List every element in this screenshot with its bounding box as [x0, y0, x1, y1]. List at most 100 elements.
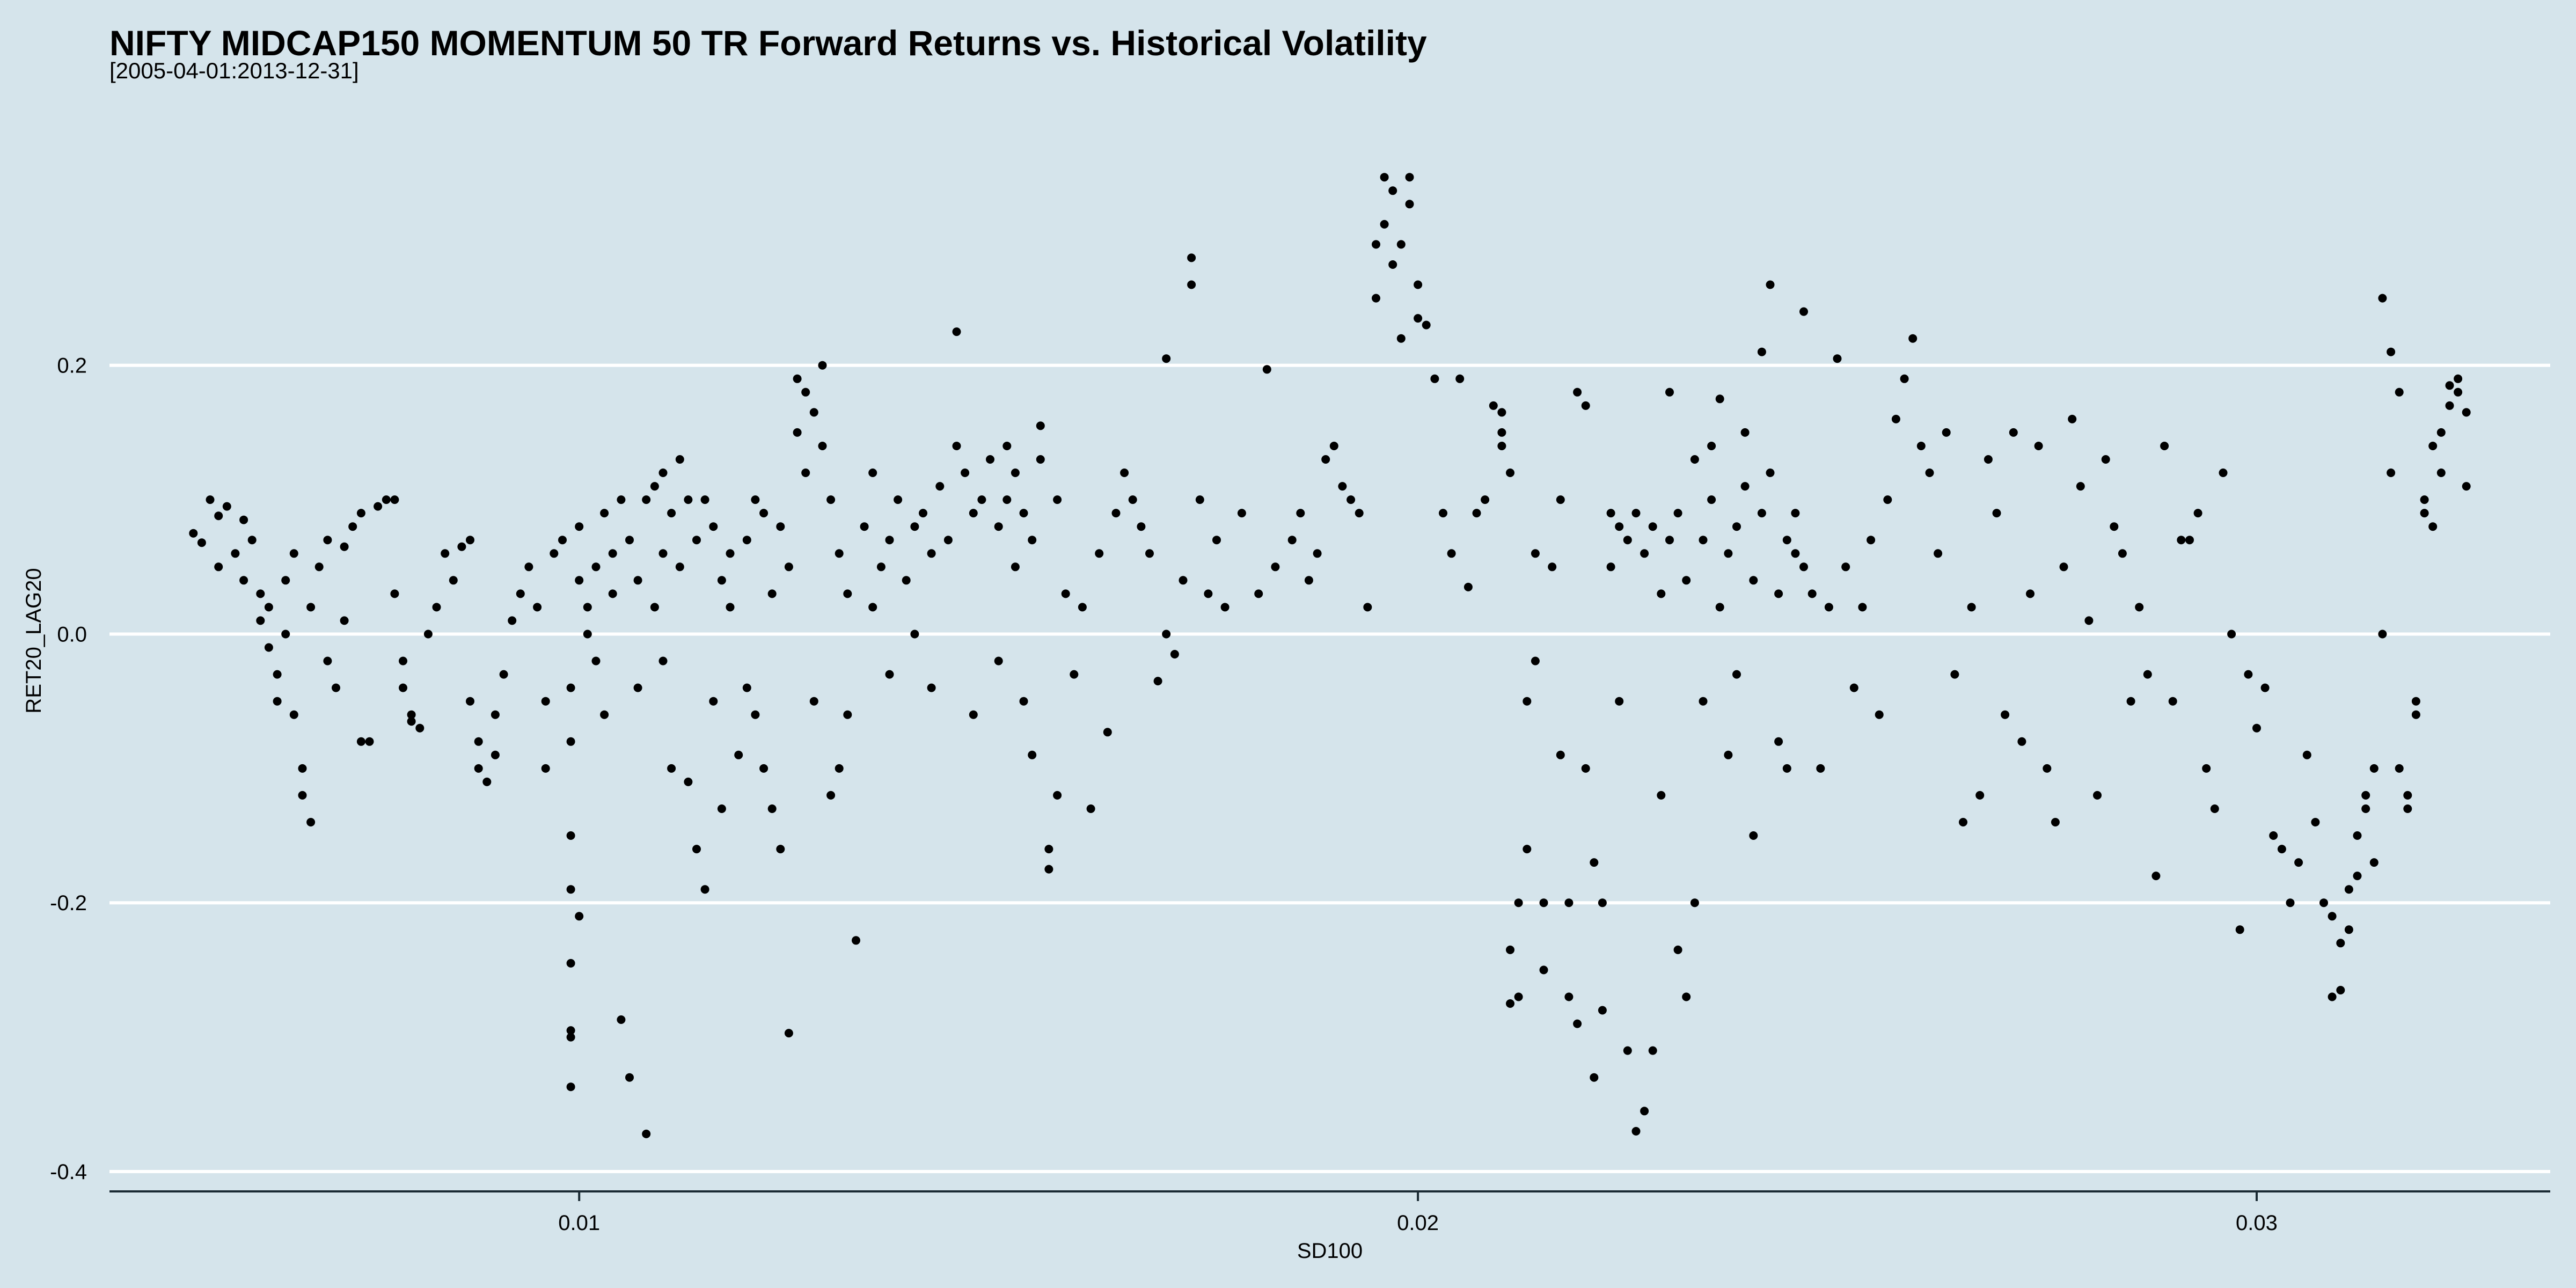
data-point	[1179, 576, 1188, 585]
data-point	[1623, 1046, 1632, 1055]
data-point	[902, 576, 911, 585]
data-point	[717, 576, 726, 585]
data-point	[231, 549, 240, 558]
data-point	[2420, 495, 2429, 504]
data-point	[1799, 562, 1808, 572]
data-point	[1103, 728, 1112, 737]
data-point	[2328, 912, 2337, 921]
data-point	[809, 408, 818, 417]
data-point	[860, 522, 869, 531]
data-point	[566, 1026, 575, 1035]
data-point	[1514, 992, 1523, 1001]
data-point	[1959, 818, 1967, 826]
data-point	[1053, 495, 1062, 504]
data-point	[835, 764, 844, 773]
data-point	[1262, 365, 1271, 374]
data-point	[1590, 858, 1599, 867]
data-point	[1707, 495, 1716, 504]
data-point	[1631, 509, 1641, 518]
data-point	[1019, 509, 1028, 518]
data-point	[1715, 394, 1724, 404]
x-tick-label: 0.01	[558, 1211, 600, 1235]
data-point	[1807, 589, 1817, 598]
y-tick-label: -0.4	[50, 1160, 87, 1184]
data-point	[206, 495, 215, 504]
data-point	[474, 737, 483, 746]
data-point	[2344, 925, 2353, 934]
data-point	[1044, 845, 1053, 854]
data-point	[1867, 536, 1876, 545]
data-point	[247, 536, 257, 545]
data-point	[961, 469, 970, 477]
data-point	[2185, 536, 2194, 545]
data-point	[2001, 710, 2010, 719]
data-point	[1548, 562, 1557, 572]
data-point	[1187, 280, 1196, 289]
data-point	[1187, 253, 1196, 262]
data-point	[1489, 401, 1498, 410]
data-point	[1011, 562, 1020, 572]
data-point	[1573, 1019, 1582, 1028]
data-point	[323, 656, 332, 665]
data-point	[306, 603, 316, 612]
data-point	[1053, 791, 1062, 800]
data-point	[1648, 522, 1657, 531]
data-point	[1715, 603, 1724, 612]
data-point	[2369, 858, 2379, 867]
data-point	[2395, 764, 2404, 773]
data-point	[2454, 374, 2463, 383]
data-point	[2311, 818, 2320, 826]
data-point	[2252, 723, 2261, 733]
data-point	[600, 509, 609, 518]
data-point	[625, 1073, 634, 1082]
data-point	[2462, 482, 2471, 491]
data-point	[2043, 764, 2052, 773]
data-point	[1405, 173, 1414, 182]
data-point	[658, 549, 668, 558]
data-point	[214, 511, 223, 521]
data-point	[314, 562, 324, 572]
data-point	[1472, 509, 1481, 518]
data-point	[700, 885, 709, 894]
data-point	[1799, 307, 1808, 316]
data-point	[2151, 872, 2161, 881]
data-point	[684, 777, 693, 786]
tick-layer: -0.4 -0.2 0.0 0.2 0.01 0.02 0.03	[50, 354, 2278, 1235]
data-point	[1707, 442, 1716, 450]
data-point	[952, 327, 961, 336]
data-point	[1992, 509, 2001, 518]
data-point	[1640, 1107, 1649, 1116]
data-point	[1120, 469, 1129, 477]
data-point	[1782, 536, 1791, 545]
data-point	[281, 630, 290, 639]
data-point	[239, 515, 248, 524]
data-point	[1606, 562, 1615, 572]
data-point	[482, 777, 492, 786]
data-point	[566, 831, 575, 840]
data-point	[1304, 576, 1313, 585]
y-tick-label: -0.2	[50, 891, 87, 915]
data-point	[1682, 576, 1691, 585]
data-point	[1002, 495, 1012, 504]
data-point	[1162, 630, 1171, 639]
data-point	[1455, 374, 1465, 383]
data-point	[423, 630, 433, 639]
data-point	[927, 683, 936, 692]
data-point	[575, 576, 584, 585]
data-point	[491, 710, 500, 719]
data-point	[591, 656, 601, 665]
data-point	[709, 697, 718, 706]
data-point	[1220, 603, 1230, 612]
data-point	[1849, 683, 1858, 692]
data-point	[2110, 522, 2119, 531]
data-point	[1170, 650, 1179, 658]
data-point	[793, 374, 802, 383]
data-point	[2353, 872, 2362, 881]
data-point	[751, 495, 760, 504]
data-point	[524, 562, 533, 572]
data-point	[1598, 1006, 1607, 1015]
chart-subtitle: [2005-04-01:2013-12-31]	[109, 58, 359, 83]
data-point	[1774, 589, 1783, 598]
data-point	[1497, 428, 1506, 437]
